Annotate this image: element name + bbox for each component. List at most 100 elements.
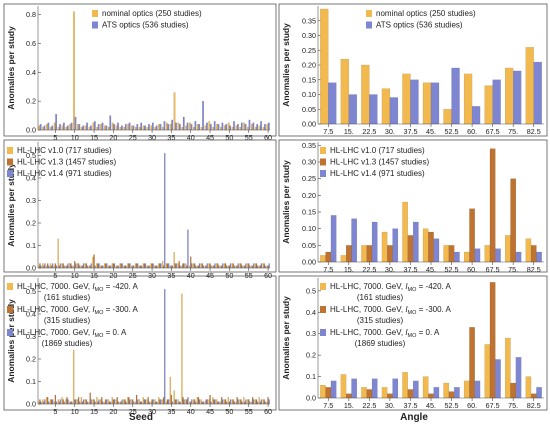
bar [505, 337, 511, 399]
bar [51, 263, 54, 269]
bar [183, 263, 185, 269]
bar [225, 401, 228, 405]
bar [154, 126, 157, 131]
x-tick-label: 37.5 [403, 401, 417, 410]
bar [345, 393, 352, 399]
bar [54, 263, 57, 269]
bar [392, 228, 399, 263]
bar [263, 399, 265, 405]
legend-label: HL-LHC v1.0 (717 studies) [330, 146, 425, 155]
bar [232, 263, 234, 269]
bar [88, 126, 91, 131]
y-tick-label: 0.10 [302, 224, 316, 233]
chart-panel: 0.0 0.1 0.2 0.3 0.4 0.5 Anomalies per study 5 10… [3, 139, 277, 280]
bar [175, 399, 178, 405]
bar [150, 263, 152, 269]
legend-count: (315 studies) [44, 316, 91, 325]
y-tick-label: 0.00 [302, 258, 316, 267]
bar [361, 245, 367, 263]
bar [70, 263, 72, 269]
legend-label: nominal optics (250 studies) [102, 9, 202, 18]
bar [152, 263, 154, 269]
bar [158, 397, 160, 405]
y-tick-label: 0.05 [302, 241, 316, 250]
bar [515, 251, 522, 263]
bar [142, 397, 144, 405]
bar [38, 265, 40, 269]
bar [76, 399, 79, 405]
legend-swatch [320, 329, 326, 336]
bar [156, 401, 158, 405]
x-tick-label: 30. [385, 127, 395, 136]
bar [161, 399, 164, 405]
legend-swatch [366, 10, 372, 17]
bar [202, 101, 204, 131]
bar [44, 263, 46, 269]
y-tick-label: 0.0 [306, 394, 316, 403]
bar [264, 401, 266, 405]
bar [525, 376, 532, 399]
bar [244, 124, 247, 131]
bar [181, 265, 183, 269]
legend: HL-LHC v1.0 (717 studies) HL-LHC v1.3 (14… [7, 146, 116, 178]
bar [191, 399, 193, 405]
bar [143, 399, 146, 405]
bar [138, 399, 141, 405]
bar [208, 121, 211, 131]
x-tick-label: 15 [90, 133, 98, 142]
bar [135, 263, 138, 269]
bar [216, 399, 218, 405]
bar [252, 122, 255, 131]
bar [124, 399, 126, 405]
bar [262, 263, 264, 269]
x-tick-label: 52.5 [445, 265, 459, 274]
bar [266, 124, 269, 131]
bar [89, 265, 91, 269]
bar [189, 122, 191, 131]
bar [171, 265, 174, 269]
bar [233, 265, 236, 269]
bar [80, 397, 83, 405]
bar [410, 79, 419, 125]
bar [84, 399, 86, 405]
bar [259, 265, 262, 269]
bar [213, 265, 215, 269]
bar [103, 401, 106, 405]
bar [49, 126, 52, 131]
bar [97, 263, 99, 269]
bar [59, 124, 61, 131]
bar [127, 397, 129, 405]
x-tick-label: 50 [225, 133, 233, 142]
bar [236, 265, 238, 269]
panel-frame [278, 275, 548, 411]
bar [74, 116, 77, 131]
bar [81, 401, 84, 405]
y-tick-label: 0.2 [306, 351, 316, 360]
bar [162, 397, 165, 405]
bar [208, 399, 210, 405]
bar [115, 399, 117, 405]
bar [210, 265, 212, 269]
bar [192, 126, 195, 131]
bar [51, 399, 54, 405]
bar [130, 265, 133, 269]
bar [179, 265, 181, 269]
legend-swatch [320, 170, 326, 177]
bar [43, 265, 45, 269]
x-tick-label: 45. [426, 265, 436, 274]
bar [513, 70, 522, 125]
bar [448, 391, 455, 399]
y-tick-label: 0.3 [26, 196, 36, 205]
bar [240, 122, 243, 131]
y-tick-label: 0.25 [302, 46, 316, 55]
legend-count: (161 studies) [44, 293, 91, 302]
bar [221, 122, 224, 131]
y-tick-label: 0.8 [26, 10, 36, 19]
bar [75, 399, 77, 405]
bar [163, 121, 166, 131]
bar [197, 397, 200, 405]
bar [263, 263, 265, 269]
bar [77, 263, 80, 269]
bar [212, 126, 215, 131]
bar [111, 397, 114, 405]
